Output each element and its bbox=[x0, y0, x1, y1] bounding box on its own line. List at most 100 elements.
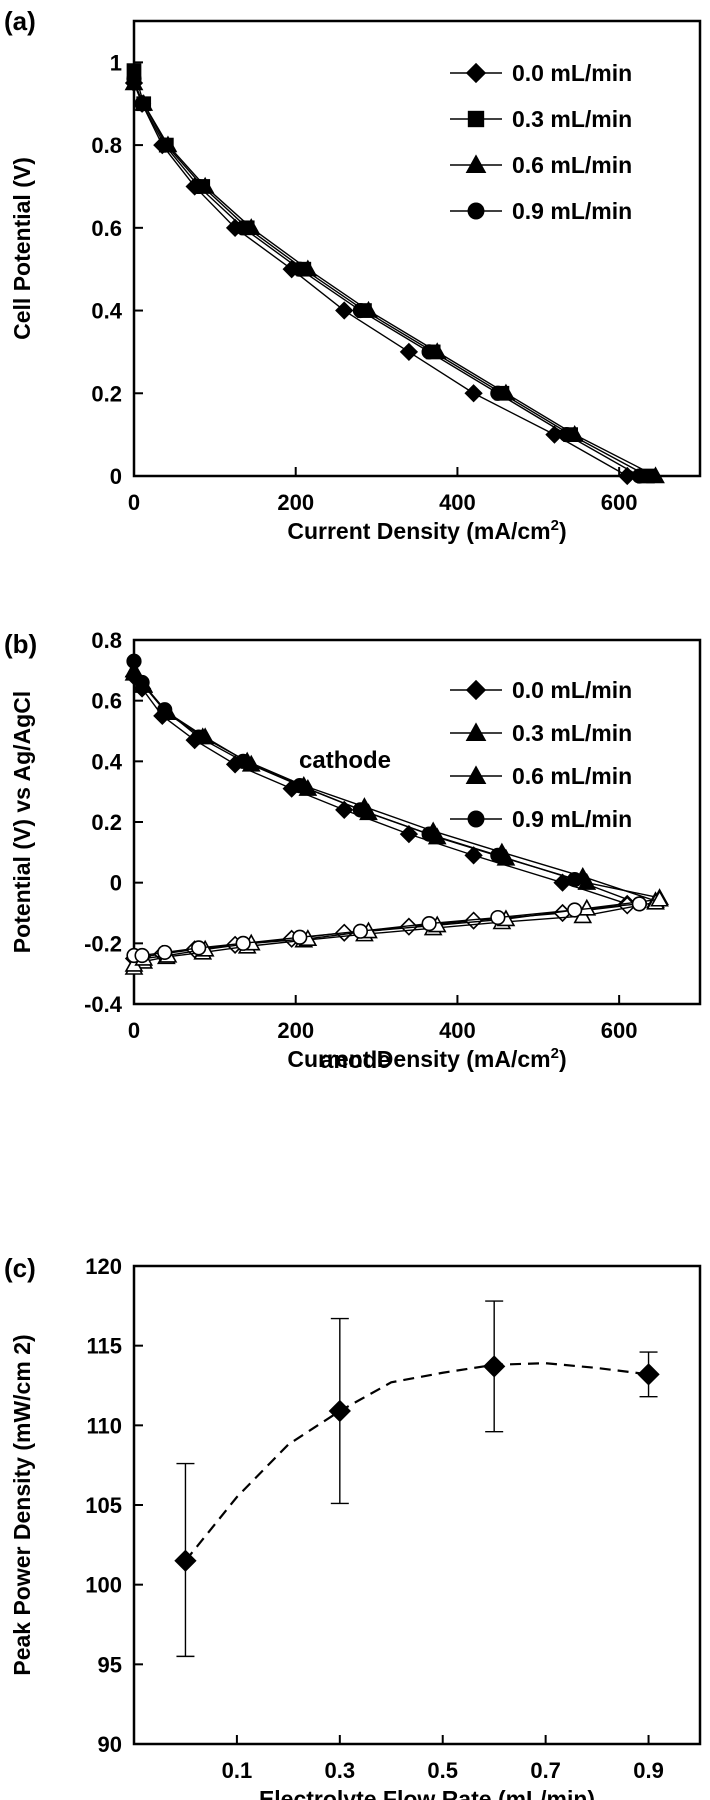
data-point bbox=[352, 802, 369, 818]
data-point bbox=[631, 896, 647, 912]
data-point bbox=[292, 777, 308, 794]
data-point bbox=[399, 825, 419, 844]
chart-panel-1: (a) 0 0.2 0.4 0.6 0.8 1 0 200 400 600 Current Densi… bbox=[4, 6, 702, 544]
data-point bbox=[191, 729, 207, 745]
data-point bbox=[631, 468, 647, 484]
data-point bbox=[646, 466, 665, 484]
x-tick-label: 0.1 bbox=[222, 1758, 253, 1783]
data-point bbox=[421, 916, 437, 932]
panel-label: (b) bbox=[4, 629, 37, 659]
y-tick-label: 0.2 bbox=[91, 810, 122, 835]
x-tick-label: 200 bbox=[277, 1018, 314, 1043]
legend-label: 0.3 mL/min bbox=[512, 720, 632, 746]
data-point bbox=[352, 923, 369, 939]
annotation-cathode: cathode bbox=[299, 747, 391, 774]
data-point bbox=[335, 301, 354, 320]
legend-marker bbox=[467, 202, 485, 220]
data-point bbox=[328, 1399, 351, 1423]
data-point bbox=[134, 96, 150, 112]
legend-marker bbox=[465, 154, 487, 173]
data-point bbox=[292, 261, 308, 277]
data-point bbox=[421, 344, 437, 360]
data-point bbox=[157, 944, 173, 961]
x-tick-label: 0 bbox=[128, 1018, 140, 1043]
x-axis-title: Current Density (mA/cm2) bbox=[287, 1045, 566, 1072]
y-tick-label: -0.2 bbox=[84, 931, 122, 956]
x-tick-label: 600 bbox=[601, 1018, 638, 1043]
data-point bbox=[235, 935, 251, 951]
legend-label: 0.3 mL/min bbox=[512, 106, 632, 132]
series-8 bbox=[126, 896, 647, 964]
data-point bbox=[558, 427, 575, 443]
legend-label: 0.0 mL/min bbox=[512, 677, 632, 703]
annotation-anode: anode bbox=[320, 1047, 391, 1074]
y-tick-label: 100 bbox=[85, 1573, 122, 1598]
legend-label: 0.9 mL/min bbox=[512, 806, 632, 832]
data-point bbox=[126, 71, 142, 87]
data-point bbox=[567, 872, 583, 888]
data-point bbox=[335, 800, 354, 819]
legend: 0.0 mL/min 0.3 mL/min 0.6 mL/min 0.9 mL/min bbox=[450, 677, 632, 832]
data-point bbox=[577, 898, 597, 916]
data-point bbox=[490, 385, 506, 401]
y-tick-label: 95 bbox=[98, 1652, 122, 1677]
y-tick-label: 0.8 bbox=[91, 628, 122, 653]
data-point bbox=[191, 178, 207, 195]
y-tick-label: 115 bbox=[87, 1334, 123, 1359]
data-point bbox=[235, 753, 251, 769]
data-point bbox=[157, 702, 173, 718]
legend-marker bbox=[465, 722, 487, 742]
data-point bbox=[134, 947, 150, 964]
data-point bbox=[490, 909, 506, 926]
data-point bbox=[292, 929, 308, 945]
series-line bbox=[133, 78, 640, 477]
x-tick-label: 0.3 bbox=[325, 1758, 356, 1783]
data-point bbox=[464, 846, 483, 865]
x-tick-label: 0 bbox=[128, 490, 140, 515]
data-point bbox=[483, 1355, 506, 1378]
data-point bbox=[191, 940, 207, 956]
series-line bbox=[133, 82, 628, 477]
data-point bbox=[352, 302, 369, 319]
data-point bbox=[157, 137, 173, 153]
data-point bbox=[464, 384, 483, 403]
panel-label: (c) bbox=[4, 1253, 36, 1283]
legend-label: 0.0 mL/min bbox=[512, 60, 632, 86]
y-tick-label: 120 bbox=[85, 1254, 122, 1279]
x-tick-label: 600 bbox=[601, 490, 638, 515]
x-tick-label: 0.9 bbox=[633, 1758, 664, 1783]
data-point bbox=[421, 826, 437, 842]
x-tick-label: 200 bbox=[277, 490, 314, 515]
legend-marker bbox=[467, 110, 485, 128]
data-point bbox=[650, 889, 669, 907]
y-tick-label: 110 bbox=[87, 1413, 123, 1438]
data-point bbox=[134, 674, 150, 691]
legend-marker bbox=[465, 765, 487, 785]
y-axis-title: Peak Power Density (mW/cm 2) bbox=[9, 1334, 35, 1675]
panel-label: (a) bbox=[4, 6, 36, 36]
x-tick-label: 0.5 bbox=[427, 1758, 458, 1783]
x-tick-label: 400 bbox=[439, 490, 476, 515]
y-tick-label: 0.6 bbox=[91, 689, 122, 714]
x-axis-title: Current Density (mA/cm2) bbox=[287, 517, 566, 544]
y-tick-label: 0.6 bbox=[91, 216, 122, 241]
series-1 bbox=[124, 73, 637, 486]
data-point bbox=[174, 1549, 197, 1572]
y-tick-label: 1 bbox=[110, 50, 122, 75]
chart-panel-2: (b) -0.4 -0.2 0 0.2 0.4 0.6 0.8 0 200 400 600 Curren… bbox=[4, 628, 702, 1074]
legend-marker bbox=[465, 679, 487, 701]
series-line bbox=[133, 82, 656, 477]
y-axis-title: Potential (V) vs Ag/AgCl bbox=[9, 691, 35, 953]
legend-marker bbox=[465, 62, 487, 84]
y-tick-label: 0.4 bbox=[91, 749, 122, 774]
data-point bbox=[126, 653, 142, 669]
x-tick-label: 0.7 bbox=[530, 1758, 561, 1783]
y-tick-label: 0 bbox=[110, 464, 122, 489]
legend-marker bbox=[467, 810, 485, 828]
legend-label: 0.9 mL/min bbox=[512, 198, 632, 224]
y-tick-label: 0.8 bbox=[91, 133, 122, 158]
y-tick-label: -0.4 bbox=[84, 992, 123, 1017]
data-point bbox=[637, 1363, 660, 1386]
chart-panel-3: (c) 90 95 100 105 110 115 120 0.1 0.3 0.5 0.7 0.9 Ele… bbox=[4, 1253, 702, 1800]
